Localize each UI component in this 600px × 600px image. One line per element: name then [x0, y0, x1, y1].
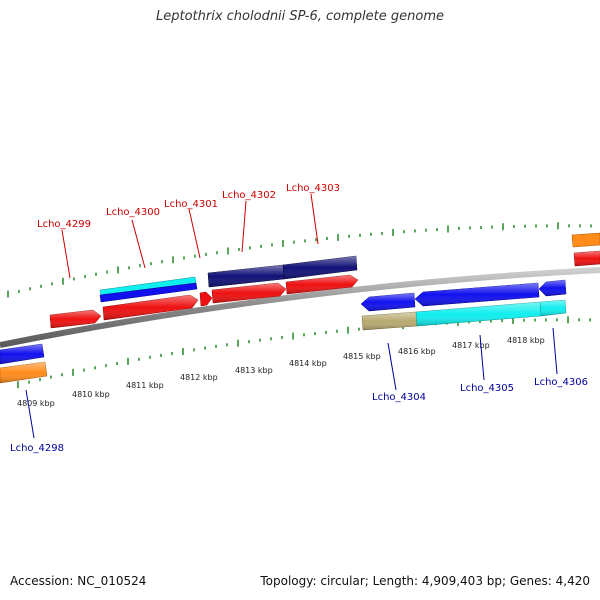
accession-text: Accession: NC_010524: [10, 574, 147, 588]
gene-shade: [415, 283, 539, 306]
scale-label: 4809 kbp: [17, 399, 55, 408]
genome-backbone: [0, 267, 600, 348]
gene-shade: [574, 251, 600, 266]
callout-line-lcho-4301: [188, 208, 201, 259]
gene-label-lcho-4299[interactable]: Lcho_4299: [37, 219, 91, 230]
scale-label: 4815 kbp: [343, 352, 381, 361]
gene-label-lcho-4302[interactable]: Lcho_4302: [222, 190, 276, 201]
callout-line-lcho-4299: [61, 229, 71, 279]
gene-shade: [50, 310, 101, 328]
gene-label-lcho-4303[interactable]: Lcho_4303: [286, 183, 340, 194]
callout-line-lcho-4304: [387, 342, 397, 391]
scale-label: 4814 kbp: [289, 359, 327, 368]
gene-label-lcho-4301[interactable]: Lcho_4301: [164, 199, 218, 210]
gene-shade: [362, 312, 417, 330]
callout-line-lcho-4305: [479, 334, 485, 381]
gene-shade: [540, 300, 566, 316]
scale-label: 4816 kbp: [398, 347, 436, 356]
scale-label: 4818 kbp: [507, 336, 545, 345]
gene-shade: [416, 302, 541, 326]
gene-labels: Lcho_4299 Lcho_4300 Lcho_4301 Lcho_4302 …: [10, 183, 588, 454]
scale-label: 4811 kbp: [126, 381, 164, 390]
scale-label: 4812 kbp: [180, 373, 218, 382]
gene-shade: [283, 256, 357, 279]
reverse-genes: [0, 279, 567, 384]
gene-label-lcho-4298[interactable]: Lcho_4298: [10, 443, 64, 454]
gene-shade: [208, 265, 284, 287]
gene-shade: [103, 295, 198, 320]
map-title: Leptothrix cholodnii SP-6, complete geno…: [156, 9, 444, 24]
gene-label-lcho-4300[interactable]: Lcho_4300: [106, 207, 160, 218]
callout-line-lcho-4303: [310, 193, 319, 245]
scale-label: 4813 kbp: [235, 366, 273, 375]
forward-genes: [49, 232, 600, 329]
callout-line-lcho-4306: [552, 327, 558, 375]
gene-shade: [286, 275, 358, 294]
scale-label: 4817 kbp: [452, 341, 490, 350]
gene-label-lcho-4305[interactable]: Lcho_4305: [460, 383, 514, 394]
callout-lines: [25, 193, 558, 439]
callout-line-lcho-4300: [131, 219, 146, 269]
scale-labels: 4809 kbp 4810 kbp 4811 kbp 4812 kbp 4813…: [17, 336, 545, 408]
gene-shade: [0, 362, 47, 383]
tick-row-upper: [7, 222, 592, 298]
gene-shade: [539, 280, 566, 296]
genome-summary-text: Topology: circular; Length: 4,909,403 bp…: [260, 574, 590, 588]
callout-line-lcho-4302: [241, 200, 247, 253]
gene-shade: [361, 293, 415, 311]
gene-bar-blue[interactable]: [99, 282, 198, 303]
callout-line-lcho-4298: [25, 389, 35, 439]
gene-arrow-lcho-4301[interactable]: [199, 291, 213, 307]
gene-shade: [212, 283, 286, 303]
gene-label-lcho-4306[interactable]: Lcho_4306: [534, 377, 588, 388]
gene-bar-orange-right[interactable]: [571, 232, 600, 248]
gene-shade: [0, 344, 44, 364]
scale-label: 4810 kbp: [72, 390, 110, 399]
gene-label-lcho-4304[interactable]: Lcho_4304: [372, 392, 426, 403]
